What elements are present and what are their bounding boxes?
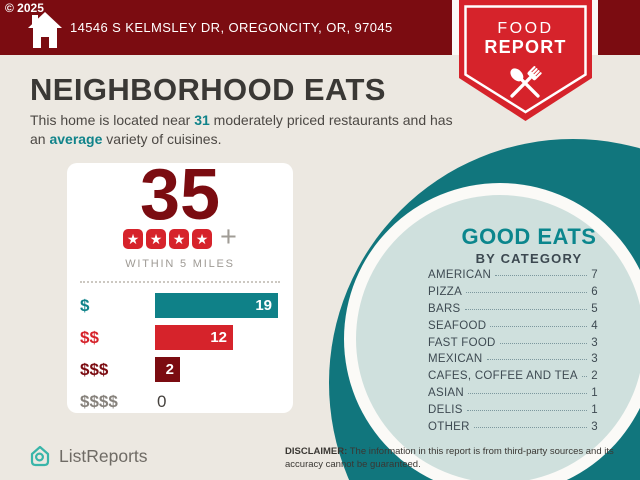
copyright-text: © 2025	[5, 1, 44, 15]
category-label: SEAFOOD	[428, 319, 487, 332]
category-label: OTHER	[428, 421, 470, 434]
dotted-leader	[495, 275, 588, 276]
category-row: MEXICAN 3	[428, 353, 598, 366]
category-label: DELIS	[428, 404, 463, 417]
dotted-leader	[486, 359, 588, 361]
category-count: 2	[591, 370, 598, 383]
category-label: MEXICAN	[428, 353, 483, 366]
disclaimer-text: The information in this report is from t…	[285, 446, 614, 470]
category-row: ASIAN 1	[428, 387, 598, 400]
category-row: OTHER 3	[428, 421, 598, 434]
subtitle-text: This home is located near	[30, 112, 195, 128]
good-eats-subtitle: BY CATEGORY	[475, 251, 583, 266]
category-row: FAST FOOD 3	[428, 337, 598, 350]
category-list: AMERICAN 7 PIZZA 6 BARS 5 SEAFOOD 4 FAST FOOD 3 ME…	[428, 269, 598, 438]
bar-value: 19	[255, 297, 272, 314]
bar-value: 0	[157, 391, 167, 411]
bar-value: 12	[210, 329, 227, 346]
category-row: PIZZA 6	[428, 286, 598, 299]
radius-caption: WITHIN 5 MILES	[125, 258, 235, 270]
crossed-spoon-fork-icon	[510, 66, 542, 98]
category-count: 6	[591, 285, 598, 298]
star-row: ★ ★ ★ ★ +	[67, 221, 293, 253]
property-address: 14546 S KELMSLEY DR, OREGONCITY, OR, 970…	[70, 20, 393, 35]
category-count: 3	[591, 336, 598, 349]
category-count: 1	[591, 387, 598, 400]
dotted-leader	[464, 308, 588, 310]
ribbon-shape	[459, 0, 592, 121]
page-title: NEIGHBORHOOD EATS	[30, 72, 386, 107]
dotted-leader	[499, 342, 588, 344]
category-label: PIZZA	[428, 285, 463, 298]
category-row: AMERICAN 7	[428, 269, 598, 282]
bar-value: 2	[165, 361, 174, 378]
category-row: DELIS 1	[428, 404, 598, 417]
brand-name: ListReports	[59, 445, 148, 466]
dotted-leader	[473, 427, 588, 429]
category-row: SEAFOOD 4	[428, 320, 598, 333]
category-count: 5	[591, 302, 598, 315]
category-count: 1	[591, 404, 598, 417]
category-count: 7	[591, 269, 598, 281]
disclaimer-label: DISCLAIMER:	[285, 446, 348, 457]
category-row: BARS 5	[428, 303, 598, 316]
price-tier-bar: 19	[155, 293, 278, 318]
category-count: 4	[591, 319, 598, 332]
price-bar-chart: $19 $$ 12 $$$ 2 $$$$ 0	[67, 293, 293, 421]
listreports-house-icon	[30, 445, 50, 467]
dotted-leader	[466, 291, 588, 293]
price-tier-label: $	[80, 295, 90, 315]
good-eats-header: GOOD EATS BY CATEGORY	[429, 224, 629, 266]
price-tier-label: $$$$	[80, 391, 118, 411]
summary-card: 35 ★ ★ ★ ★ + WITHIN 5 MILES $19 $$ 12 $$$ 2 $$$$ 0	[67, 159, 293, 413]
subtitle-text: variety of cuisines.	[102, 130, 222, 147]
price-tier-row: $19	[67, 293, 293, 318]
price-tier-row: $$$$ 0	[67, 389, 293, 414]
price-tier-row: $$$ 2	[67, 357, 293, 382]
food-report-badge: FOOD REPORT	[459, 0, 592, 122]
star-icon: ★	[123, 229, 144, 249]
category-row: CAFES, COFFEE AND TEA 2	[428, 370, 598, 383]
dotted-leader	[581, 376, 588, 378]
price-tier-row: $$ 12	[67, 325, 293, 350]
category-label: BARS	[428, 302, 461, 315]
category-label: ASIAN	[428, 387, 465, 400]
subtitle-text: moderately priced restaurants and has an	[30, 112, 453, 147]
restaurant-count: 31	[194, 112, 210, 128]
star-icon: ★	[192, 229, 213, 249]
price-tier-label: $$	[80, 327, 99, 347]
dotted-divider	[80, 281, 280, 283]
badge-title-line1: FOOD	[497, 20, 554, 37]
category-label: FAST FOOD	[428, 336, 496, 349]
dotted-leader	[466, 410, 588, 412]
good-eats-title: GOOD EATS	[461, 224, 597, 249]
disclaimer: DISCLAIMER: The information in this repo…	[285, 446, 617, 472]
brand-logo: ListReports	[28, 444, 148, 468]
total-restaurant-count: 35	[139, 155, 221, 235]
price-tier-bar: 2	[155, 357, 180, 382]
category-count: 3	[591, 421, 598, 434]
category-label: AMERICAN	[428, 269, 492, 281]
price-tier-label: $$$	[80, 359, 109, 379]
page-subtitle: This home is located near 31 moderately …	[30, 111, 455, 148]
variety-highlight: average	[49, 130, 103, 147]
decorative-inner-circle	[356, 195, 640, 480]
star-icon: ★	[146, 229, 167, 249]
plus-icon: +	[220, 221, 237, 253]
category-count: 3	[591, 353, 598, 366]
dotted-leader	[468, 393, 588, 395]
badge-title-line2: REPORT	[484, 37, 567, 57]
category-label: CAFES, COFFEE AND TEA	[428, 370, 578, 383]
star-icon: ★	[169, 229, 190, 249]
house-icon	[28, 12, 62, 48]
dotted-leader	[490, 325, 588, 327]
price-tier-bar: 12	[155, 325, 233, 350]
